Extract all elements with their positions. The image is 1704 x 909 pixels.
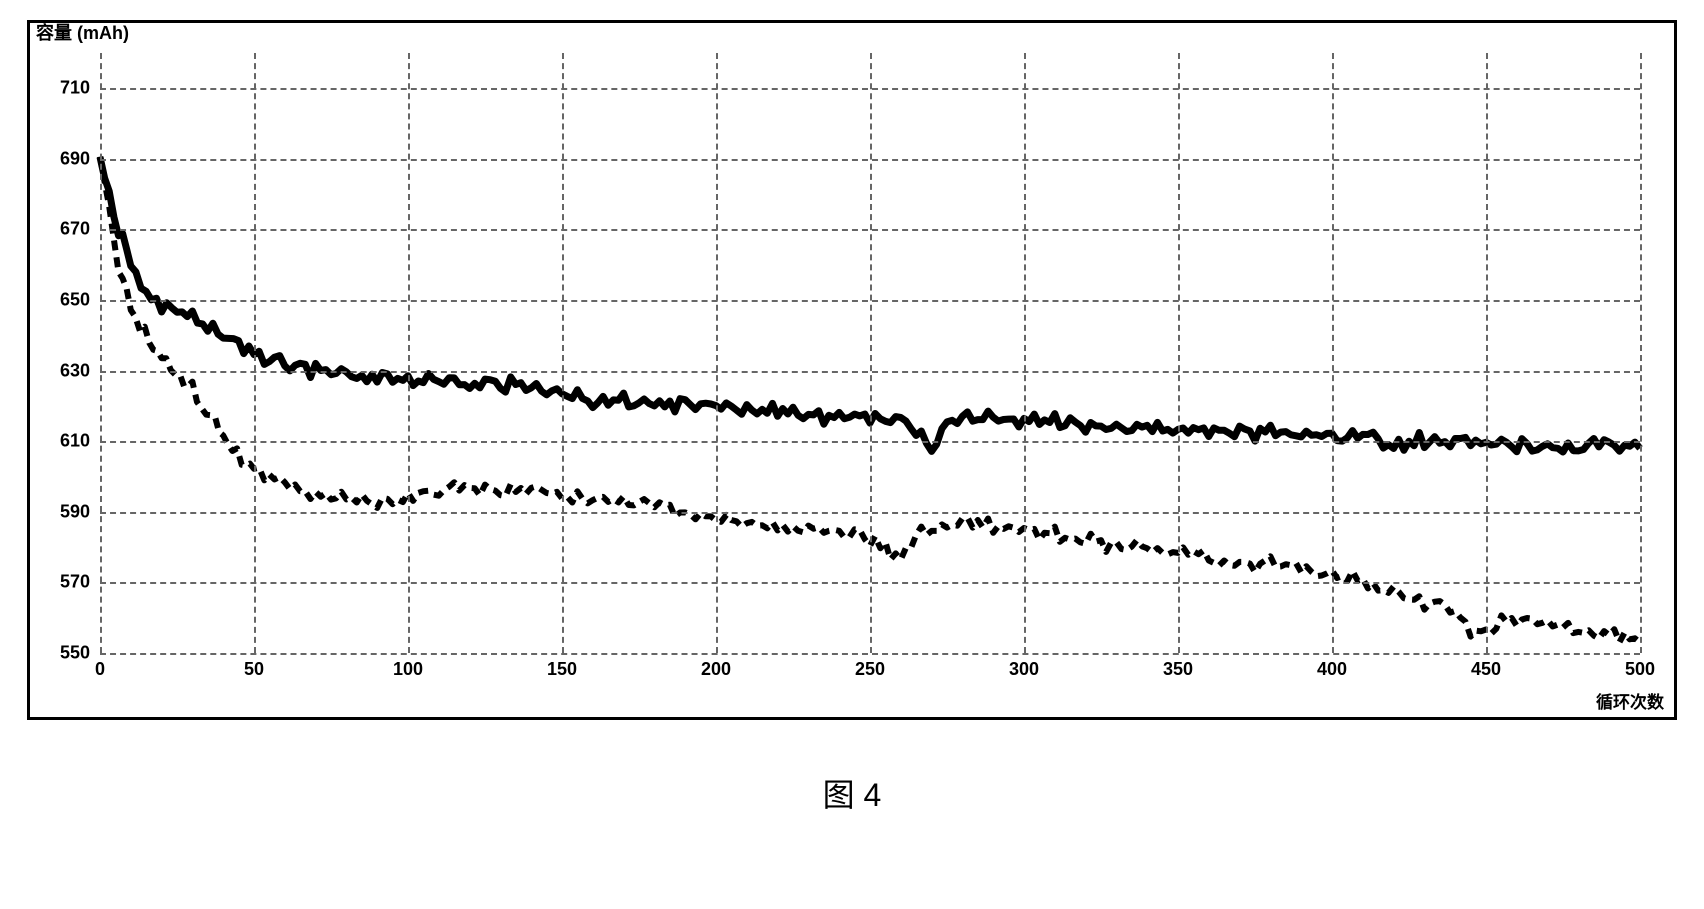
y-tick-label: 690 xyxy=(60,148,90,169)
y-tick-label: 630 xyxy=(60,360,90,381)
x-tick-label: 250 xyxy=(855,659,885,680)
grid-line-vertical xyxy=(716,53,718,653)
chart-container: 容量 (mAh) 5505705906106306506706907100501… xyxy=(27,20,1677,720)
grid-line-vertical xyxy=(562,53,564,653)
grid-line-vertical xyxy=(1486,53,1488,653)
grid-line-vertical xyxy=(870,53,872,653)
figure-caption: 图 4 xyxy=(20,770,1684,816)
y-tick-label: 710 xyxy=(60,78,90,99)
x-tick-label: 400 xyxy=(1317,659,1347,680)
x-tick-label: 100 xyxy=(393,659,423,680)
x-tick-label: 500 xyxy=(1625,659,1655,680)
x-tick-label: 450 xyxy=(1471,659,1501,680)
x-tick-label: 200 xyxy=(701,659,731,680)
grid-line-vertical xyxy=(1332,53,1334,653)
x-tick-label: 150 xyxy=(547,659,577,680)
y-tick-label: 610 xyxy=(60,431,90,452)
grid-line-vertical xyxy=(1024,53,1026,653)
grid-line-vertical xyxy=(1640,53,1642,653)
x-tick-label: 50 xyxy=(244,659,264,680)
x-tick-label: 350 xyxy=(1163,659,1193,680)
y-tick-label: 570 xyxy=(60,572,90,593)
y-tick-label: 650 xyxy=(60,290,90,311)
grid-line-vertical xyxy=(1178,53,1180,653)
y-tick-label: 590 xyxy=(60,501,90,522)
x-axis-label: 循环次数 xyxy=(1596,688,1664,713)
x-tick-label: 0 xyxy=(95,659,105,680)
grid-line-horizontal xyxy=(100,653,1640,655)
y-tick-label: 550 xyxy=(60,643,90,664)
grid-line-vertical xyxy=(100,53,102,653)
grid-line-vertical xyxy=(408,53,410,653)
grid-line-vertical xyxy=(254,53,256,653)
y-tick-label: 670 xyxy=(60,219,90,240)
y-axis-label: 容量 (mAh) xyxy=(36,19,129,45)
plot-area: 5505705906106306506706907100501001502002… xyxy=(100,53,1640,653)
x-tick-label: 300 xyxy=(1009,659,1039,680)
